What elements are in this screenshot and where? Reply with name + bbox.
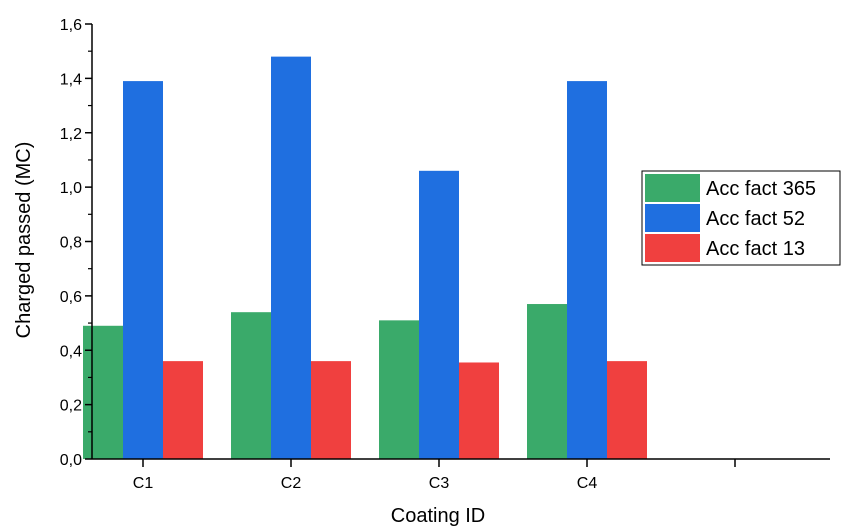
- bar-c4-series-2: [567, 81, 607, 459]
- y-tick-label: 0,6: [60, 289, 82, 306]
- bar-c2-series-1: [231, 312, 271, 459]
- legend-swatch: [645, 174, 700, 202]
- bar-c2-series-3: [311, 361, 351, 459]
- x-axis-title: Coating ID: [391, 505, 486, 527]
- bar-c1-series-1: [83, 325, 123, 459]
- bar-c1-series-2: [123, 81, 163, 459]
- y-tick-label: 1,0: [60, 180, 82, 197]
- bars: [83, 56, 647, 459]
- y-ticks: 0,0 0,2 0,4 0,6 0,8 1,0 1,2 1,4 1,6: [60, 17, 92, 469]
- x-tick-label: C3: [429, 475, 450, 492]
- y-tick-label: 0,8: [60, 235, 82, 252]
- legend-label: Acc fact 52: [706, 208, 805, 230]
- x-tick-label: C2: [281, 475, 302, 492]
- legend: Acc fact 365 Acc fact 52 Acc fact 13: [641, 170, 841, 266]
- bar-c3-series-2: [419, 170, 459, 459]
- y-tick-label: 0,4: [60, 343, 82, 360]
- x-ticks: C1 C2 C3 C4: [133, 459, 736, 492]
- bar-c3-series-1: [379, 320, 419, 459]
- legend-label: Acc fact 13: [706, 238, 805, 260]
- x-tick-label: C4: [577, 475, 598, 492]
- bar-c3-series-3: [459, 362, 499, 459]
- y-tick-label: 1,6: [60, 17, 82, 34]
- bar-c2-series-2: [271, 56, 311, 459]
- bar-c4-series-3: [607, 361, 647, 459]
- y-tick-label: 1,4: [60, 71, 82, 88]
- legend-swatch: [645, 234, 700, 262]
- legend-swatch: [645, 204, 700, 232]
- y-tick-label: 1,2: [60, 126, 82, 143]
- x-tick-label: C1: [133, 475, 154, 492]
- y-axis-title: Charged passed (MC): [13, 142, 35, 339]
- bar-c4-series-1: [527, 304, 567, 459]
- y-tick-label: 0,0: [60, 452, 82, 469]
- bar-c1-series-3: [163, 361, 203, 459]
- y-tick-label: 0,2: [60, 398, 82, 415]
- legend-label: Acc fact 365: [706, 178, 816, 200]
